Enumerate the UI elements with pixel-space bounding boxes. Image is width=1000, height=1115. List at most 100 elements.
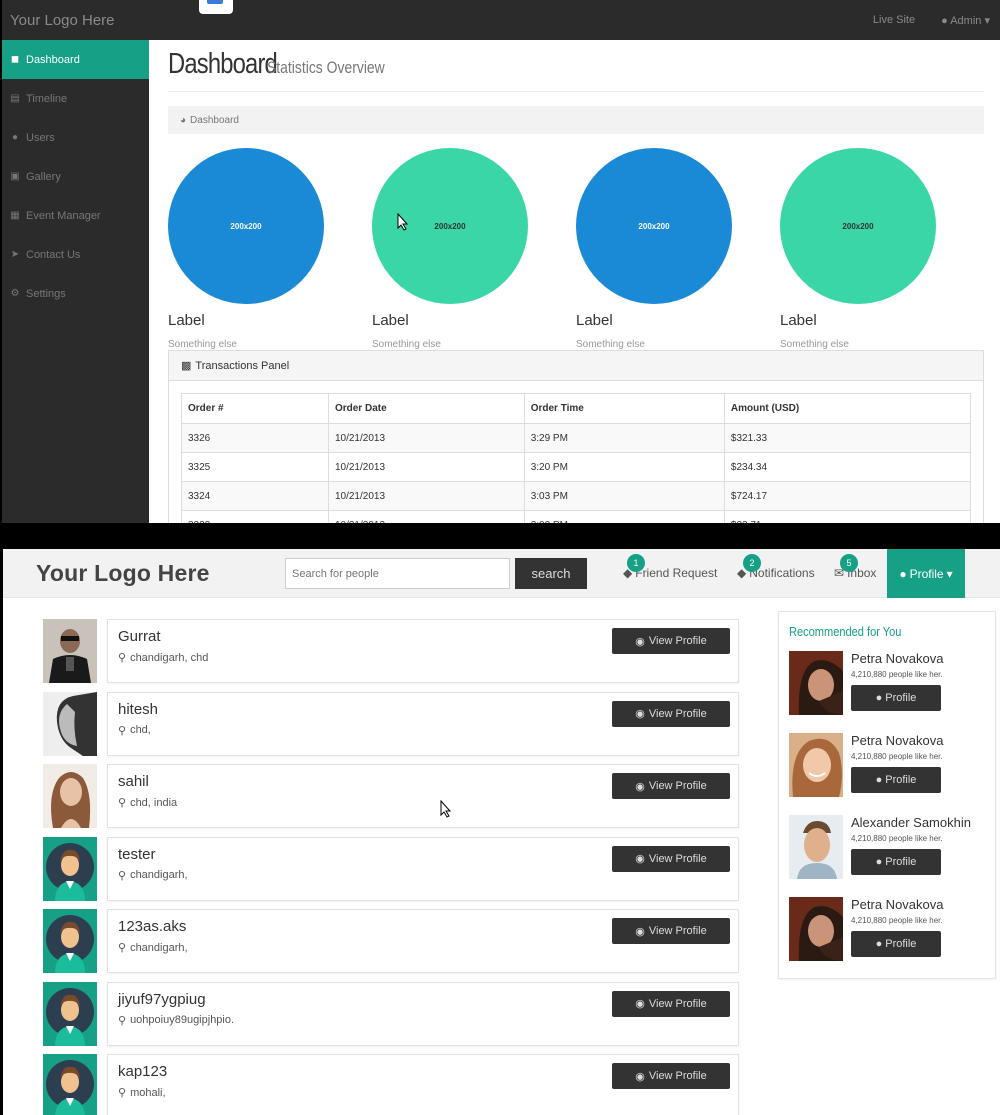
sidebar-item-event-manager[interactable]: ▦ Event Manager [2,196,149,235]
stat-sublabel: Something else [780,339,849,350]
person-name[interactable]: hitesh [118,700,159,718]
column-header[interactable]: Amount (USD) [723,393,972,424]
recommended-likes: 4,210,880 people like her. [851,834,943,843]
sidebar-item-gallery[interactable]: ▣ Gallery [2,157,149,196]
table-cell: 3:03 PM [523,481,725,511]
sidebar-item-users[interactable]: ● Users [2,118,149,157]
notifications-link[interactable]: 2 ◆ Notifications [737,554,815,580]
person-card: tester ⚲ chandigarh, ◉ View Profile [107,836,739,901]
admin-nav-right: Live Site ● Admin ▾ [873,14,990,27]
eye-icon: ◉ [635,1070,645,1083]
table-cell: 10/21/2013 [327,423,525,453]
sidebar-item-settings[interactable]: ⚙ Settings [2,274,149,313]
column-header[interactable]: Order Time [523,393,725,424]
column-header[interactable]: Order # [181,393,329,424]
sidebar-item-label: Timeline [26,92,68,105]
table-row: 3326 10/21/2013 3:29 PM $321.33 [181,423,972,453]
bell-icon: ◆ [623,566,633,580]
friend-request-label: Friend Request [635,566,718,580]
breadcrumb: ◕ Dashboard [168,106,984,134]
recommended-name[interactable]: Petra Novakova [851,733,944,748]
person-name[interactable]: tester [118,845,156,863]
view-profile-button[interactable]: ◉ View Profile [612,700,730,727]
map-marker-icon: ⚲ [118,942,127,954]
recommended-likes: 4,210,880 people like her. [851,916,943,925]
placeholder-circle-image: 200x200 [576,148,732,304]
sidebar-item-label: Event Manager [26,209,101,222]
eye-icon: ◉ [635,635,645,648]
profile-button[interactable]: ● Profile [851,685,941,711]
stat-label: Label [576,312,613,329]
view-profile-button[interactable]: ◉ View Profile [612,1063,730,1089]
person-name[interactable]: Gurrat [118,628,161,645]
recommended-name[interactable]: Alexander Samokhin [851,815,971,830]
column-header[interactable]: Order Date [327,393,525,424]
profile-dropdown-button[interactable]: ● Profile ▾ [887,549,965,598]
dashboard-icon: ◼ [10,54,20,65]
dashboard-icon: ◕ [180,114,187,126]
person-name[interactable]: kap123 [118,1063,168,1080]
view-profile-button[interactable]: ◉ View Profile [612,845,730,872]
map-marker-icon: ⚲ [118,1087,127,1099]
admin-logo[interactable]: Your Logo Here [10,11,115,29]
person-location: ⚲ chandigarh, [118,941,728,955]
recommended-photo[interactable] [789,815,843,879]
sidebar-item-dashboard[interactable]: ◼ Dashboard [2,40,149,79]
recommended-photo[interactable] [789,733,843,797]
view-profile-button[interactable]: ◉ View Profile [612,628,730,654]
location-text: chandigarh, chd [130,651,209,664]
person-card: Gurrat ⚲ chandigarh, chd ◉ View Profile [107,619,739,683]
recommended-photo[interactable] [789,651,843,715]
search-button[interactable]: search [515,558,587,589]
social-logo[interactable]: Your Logo Here [36,560,210,586]
view-profile-button[interactable]: ◉ View Profile [612,990,730,1017]
avatar[interactable] [43,619,97,683]
person-location: ⚲ chd, [118,724,728,737]
admin-dropdown[interactable]: ● Admin ▾ [941,14,990,27]
location-text: uohpoiuy89ugipjhpio. [130,1014,235,1026]
user-icon: ● [941,14,948,27]
profile-button[interactable]: ● Profile [851,849,941,875]
recommended-title: Recommended for You [789,624,902,639]
caret-down-icon: ▾ [984,14,990,27]
inbox-link[interactable]: 5 ✉ Inbox [834,554,876,580]
profile-button[interactable]: ● Profile [851,767,941,793]
breadcrumb-item[interactable]: Dashboard [190,114,239,126]
recommended-likes: 4,210,880 people like her. [851,752,943,761]
user-icon: ● [875,938,883,950]
page-title: Dashboard [168,48,278,80]
default-avatar[interactable] [43,981,97,1046]
live-site-link[interactable]: Live Site [872,14,916,26]
person-card: sahil ⚲ chd, india ◉ View Profile [107,764,739,828]
view-profile-button[interactable]: ◉ View Profile [612,773,730,799]
avatar[interactable] [43,691,97,756]
sidebar-item-contact-us[interactable]: ➤ Contact Us [2,235,149,274]
notifications-label: Notifications [749,566,815,580]
search-input[interactable] [285,558,510,589]
person-name[interactable]: 123as.aks [118,918,187,935]
friend-request-link[interactable]: 1 ◆ Friend Request [623,554,718,580]
admin-main-content: Dashboard Statistics Overview ◕ Dashboar… [149,40,1000,523]
profile-button[interactable]: ● Profile [851,931,941,957]
default-avatar[interactable] [43,1054,97,1115]
default-avatar[interactable] [43,909,97,973]
table-cell: $23.71 [723,510,972,523]
table-cell: $724.17 [723,481,972,511]
view-profile-button[interactable]: ◉ View Profile [612,918,730,944]
view-profile-label: View Profile [648,707,707,720]
profile-button-label: Profile [885,856,917,868]
stat-item: 200x200 Label Something else [780,148,984,350]
person-name[interactable]: jiyuf97ygpiug [118,990,206,1008]
recommended-name[interactable]: Petra Novakova [851,651,944,666]
recommended-name[interactable]: Petra Novakova [851,897,944,912]
sidebar-item-label: Users [26,131,55,144]
default-avatar[interactable] [43,836,97,901]
location-text: chandigarh, [130,869,188,881]
person-name[interactable]: sahil [118,773,149,790]
recommended-photo[interactable] [789,897,843,961]
sidebar-item-timeline[interactable]: ▤ Timeline [2,79,149,118]
avatar[interactable] [43,764,97,828]
floating-toolbar-icon[interactable] [199,0,233,14]
person-card: kap123 ⚲ mohali, ◉ View Profile [107,1054,739,1115]
location-text: chandigarh, [130,941,188,954]
